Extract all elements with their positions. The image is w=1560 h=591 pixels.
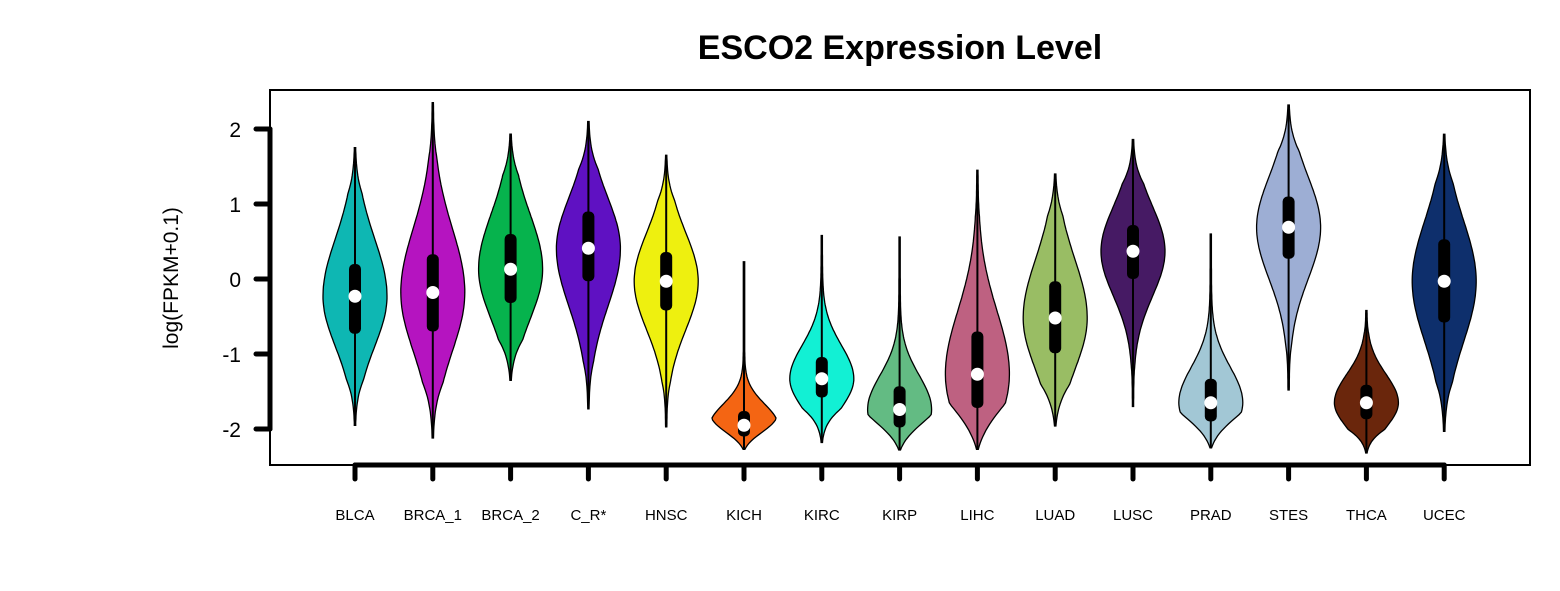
x-tick-label: KIRP xyxy=(882,507,917,524)
y-tick-label: -1 xyxy=(222,344,241,367)
x-tick-label: STES xyxy=(1269,507,1308,524)
x-tick-label: HNSC xyxy=(645,507,688,524)
x-tick-label: C_R* xyxy=(570,507,606,524)
chart-title: ESCO2 Expression Level xyxy=(698,29,1102,67)
x-tick-label: LUAD xyxy=(1035,507,1075,524)
y-tick-label: 2 xyxy=(229,119,241,142)
violin-median-dot xyxy=(1204,396,1218,410)
violin-median-dot xyxy=(1048,311,1062,325)
violin-median-dot xyxy=(1359,396,1373,410)
violin-median-dot xyxy=(581,241,595,255)
violin-blca xyxy=(322,147,388,426)
violin-median-dot xyxy=(1282,220,1296,234)
x-tick-label: KIRC xyxy=(804,507,840,524)
violin-median-dot xyxy=(970,367,984,381)
violin-kich xyxy=(711,261,777,450)
y-axis: -2 -1 0 1 2 xyxy=(222,119,273,442)
violin-median-dot xyxy=(1126,244,1140,258)
violins-group xyxy=(322,102,1477,454)
violin-kirc xyxy=(789,234,855,444)
x-tick-label: BLCA xyxy=(335,507,374,524)
violin-stes xyxy=(1255,104,1322,391)
y-tick-label: -2 xyxy=(222,419,241,442)
violin-brca-2 xyxy=(477,133,544,381)
x-tick-label: BRCA_2 xyxy=(481,507,539,524)
violin-hnsc xyxy=(633,154,699,428)
violin-median-dot xyxy=(348,289,362,303)
y-tick-label: 1 xyxy=(229,194,241,217)
x-tick-label: BRCA_1 xyxy=(404,507,462,524)
x-tick-label: LUSC xyxy=(1113,507,1153,524)
violin-median-dot xyxy=(737,418,751,432)
violin-median-dot xyxy=(893,403,907,416)
violin-c-r- xyxy=(555,120,622,410)
y-tick-label: 0 xyxy=(229,269,241,292)
x-tick-label: THCA xyxy=(1346,507,1387,524)
violin-median-dot xyxy=(659,274,673,288)
violin-median-dot xyxy=(815,372,829,386)
violin-brca-1 xyxy=(400,102,466,439)
x-tick-label: KICH xyxy=(726,507,762,524)
violin-ucec xyxy=(1411,133,1477,432)
violin-median-dot xyxy=(504,262,518,276)
y-axis-label: log(FPKM+0.1) xyxy=(160,207,183,349)
violin-thca xyxy=(1333,309,1400,454)
violin-median-dot xyxy=(426,286,440,299)
violin-luad xyxy=(1022,173,1088,427)
violin-lihc xyxy=(944,169,1011,450)
x-tick-label: PRAD xyxy=(1190,507,1232,524)
x-axis: BLCA BRCA_1 BRCA_2 C_R* HNSC KICH KIRC KIRP LIHC… xyxy=(335,462,1466,524)
violin-lusc xyxy=(1100,138,1166,408)
violin-median-dot xyxy=(1437,274,1451,288)
x-tick-label: UCEC xyxy=(1423,507,1466,524)
violin-kirp xyxy=(866,236,933,451)
violin-prad xyxy=(1178,233,1244,449)
x-tick-label: LIHC xyxy=(960,507,994,524)
